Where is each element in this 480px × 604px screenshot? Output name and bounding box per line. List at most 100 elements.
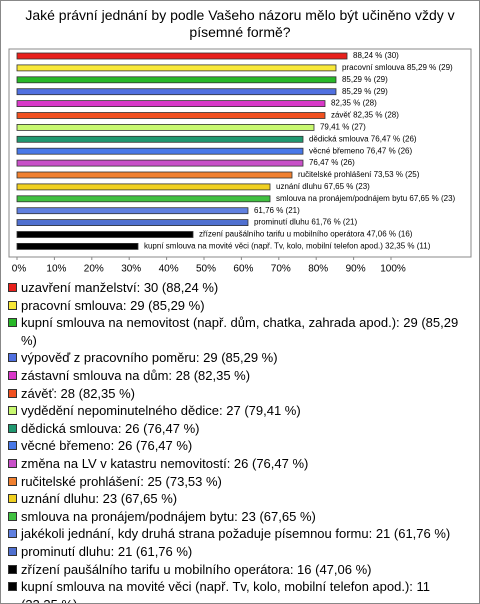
x-tick-label: 0%	[12, 264, 27, 275]
legend-item: uznání dluhu: 23 (67,65 %)	[7, 490, 469, 508]
legend-label: smlouva na pronájem/podnájem bytu: 23 (6…	[21, 508, 316, 524]
bar	[16, 52, 348, 60]
legend-swatch	[8, 283, 17, 292]
legend-swatch	[8, 441, 17, 451]
value-label: uznání dluhu 67,65 % (23)	[276, 182, 370, 191]
value-label: kupní smlouva na movité věci (např. Tv, …	[144, 242, 431, 251]
legend-label: výpověď z pracovního poměru: 29 (85,29 %…	[21, 350, 278, 366]
chart-title: Jaké právní jednání by podle Vašeho názo…	[25, 7, 455, 40]
bar	[16, 64, 337, 72]
legend-swatch	[8, 546, 17, 556]
bar	[16, 100, 326, 107]
value-label: závěť 82,35 % (28)	[331, 111, 399, 120]
value-label: zřízení paušálního tarifu u mobilního op…	[199, 230, 413, 239]
bar	[16, 135, 304, 143]
x-tick-label: 20%	[84, 264, 104, 275]
value-label: dědická smlouva 76,47 % (26)	[309, 134, 417, 143]
legend-label: zřízení paušálního tarifu u mobilního op…	[21, 561, 372, 577]
bar	[16, 147, 304, 155]
x-tick-label: 10%	[46, 264, 66, 275]
plot-frame	[8, 48, 472, 258]
legend-label: prominutí dluhu: 21 (61,76 %)	[21, 543, 193, 559]
bar	[16, 242, 139, 250]
legend-swatch	[8, 476, 17, 486]
value-label: smlouva na pronájem/podnájem bytu 67,65 …	[276, 194, 456, 203]
x-tick-label: 40%	[159, 264, 179, 275]
value-label: 82,35 % (28)	[331, 99, 377, 108]
x-tick-label: 90%	[346, 264, 366, 275]
legend-swatch	[8, 529, 17, 539]
legend-item: prominutí dluhu: 21 (61,76 %)	[7, 543, 469, 561]
bar	[16, 171, 293, 179]
legend-label: dědická smlouva: 26 (76,47 %)	[21, 420, 200, 436]
bar	[16, 195, 271, 203]
x-tick-label: 60%	[233, 264, 253, 275]
x-tick-label: 30%	[121, 264, 141, 275]
legend-swatch	[8, 582, 17, 592]
legend-item: jakékoli jednání, kdy druhá strana požad…	[7, 525, 469, 543]
x-tick-label: 50%	[196, 264, 216, 275]
x-tick-label: 100%	[380, 264, 406, 275]
bar	[16, 112, 326, 119]
legend-item: kupní smlouva na movité věci (např. Tv, …	[7, 578, 469, 603]
legend-label: věcné břemeno: 26 (76,47 %)	[21, 438, 193, 454]
value-label: 88,24 % (30)	[353, 51, 399, 60]
legend-item: ručitelské prohlášení: 25 (73,53 %)	[7, 473, 469, 491]
legend-item: věcné břemeno: 26 (76,47 %)	[7, 437, 469, 455]
bar	[16, 219, 249, 227]
legend-label: uzavření manželství: 30 (88,24 %)	[21, 280, 219, 295]
legend-swatch	[8, 353, 17, 363]
legend-label: závěť: 28 (82,35 %)	[21, 385, 135, 401]
legend-label: zástavní smlouva na dům: 28 (82,35 %)	[21, 367, 251, 383]
legend-label: ručitelské prohlášení: 25 (73,53 %)	[21, 473, 222, 489]
bar	[16, 207, 249, 215]
bar	[16, 231, 194, 238]
legend-label: kupní smlouva na movité věci (např. Tv, …	[21, 579, 430, 603]
bar	[16, 76, 337, 84]
legend-item: výpověď z pracovního poměru: 29 (85,29 %…	[7, 349, 469, 367]
legend-label: kupní smlouva na nemovitost (např. dům, …	[21, 315, 459, 348]
legend-item: pracovní smlouva: 29 (85,29 %)	[7, 297, 469, 315]
bar	[16, 159, 304, 167]
value-label: 61,76 % (21)	[254, 206, 300, 215]
legend-item: vydědění nepominutelného dědice: 27 (79,…	[7, 402, 469, 420]
legend-label: pracovní smlouva: 29 (85,29 %)	[21, 297, 205, 313]
legend-label: jakékoli jednání, kdy druhá strana požad…	[21, 526, 451, 542]
legend-item: dědická smlouva: 26 (76,47 %)	[7, 420, 469, 438]
value-label: pracovní smlouva 85,29 % (29)	[342, 63, 453, 72]
bar	[16, 124, 315, 131]
legend-swatch	[8, 458, 17, 468]
legend-label: uznání dluhu: 23 (67,65 %)	[21, 491, 178, 507]
legend-swatch	[8, 494, 17, 504]
bar	[16, 88, 337, 96]
value-label: 85,29 % (29)	[342, 87, 388, 96]
value-label: ručitelské prohlášení 73,53 % (25)	[298, 170, 420, 179]
legend-item: změna na LV v katastru nemovitostí: 26 (…	[7, 455, 469, 473]
x-tick-label: 80%	[308, 264, 328, 275]
value-label: 76,47 % (26)	[309, 158, 355, 167]
legend-item: závěť: 28 (82,35 %)	[7, 385, 469, 403]
legend-swatch	[8, 318, 17, 328]
x-tick-label: 70%	[271, 264, 291, 275]
legend-swatch	[8, 370, 17, 380]
legend-item: uzavření manželství: 30 (88,24 %)	[7, 279, 469, 297]
legend-item: zástavní smlouva na dům: 28 (82,35 %)	[7, 367, 469, 385]
bar	[16, 183, 271, 191]
legend: uzavření manželství: 30 (88,24 %) pracovn…	[7, 279, 469, 603]
legend-swatch	[8, 388, 17, 398]
legend-swatch	[8, 511, 17, 521]
chart: 0% 10% 20% 30% 40% 50% 60% 70% 80% 90% 100% 88,24 %…	[8, 48, 472, 275]
value-label: 79,41 % (27)	[320, 123, 366, 132]
legend-swatch	[8, 406, 17, 416]
value-label: prominutí dluhu 61,76 % (21)	[254, 218, 358, 227]
legend-swatch	[8, 423, 17, 433]
legend-label: změna na LV v katastru nemovitostí: 26 (…	[21, 455, 309, 471]
legend-swatch	[8, 564, 17, 574]
legend-label: vydědění nepominutelného dědice: 27 (79,…	[21, 403, 301, 419]
legend-item: kupní smlouva na nemovitost (např. dům, …	[7, 314, 469, 349]
legend-item: smlouva na pronájem/podnájem bytu: 23 (6…	[7, 508, 469, 526]
value-label: věcné břemeno 76,47 % (26)	[309, 146, 413, 155]
value-label: 85,29 % (29)	[342, 75, 388, 84]
legend-swatch	[8, 300, 17, 310]
